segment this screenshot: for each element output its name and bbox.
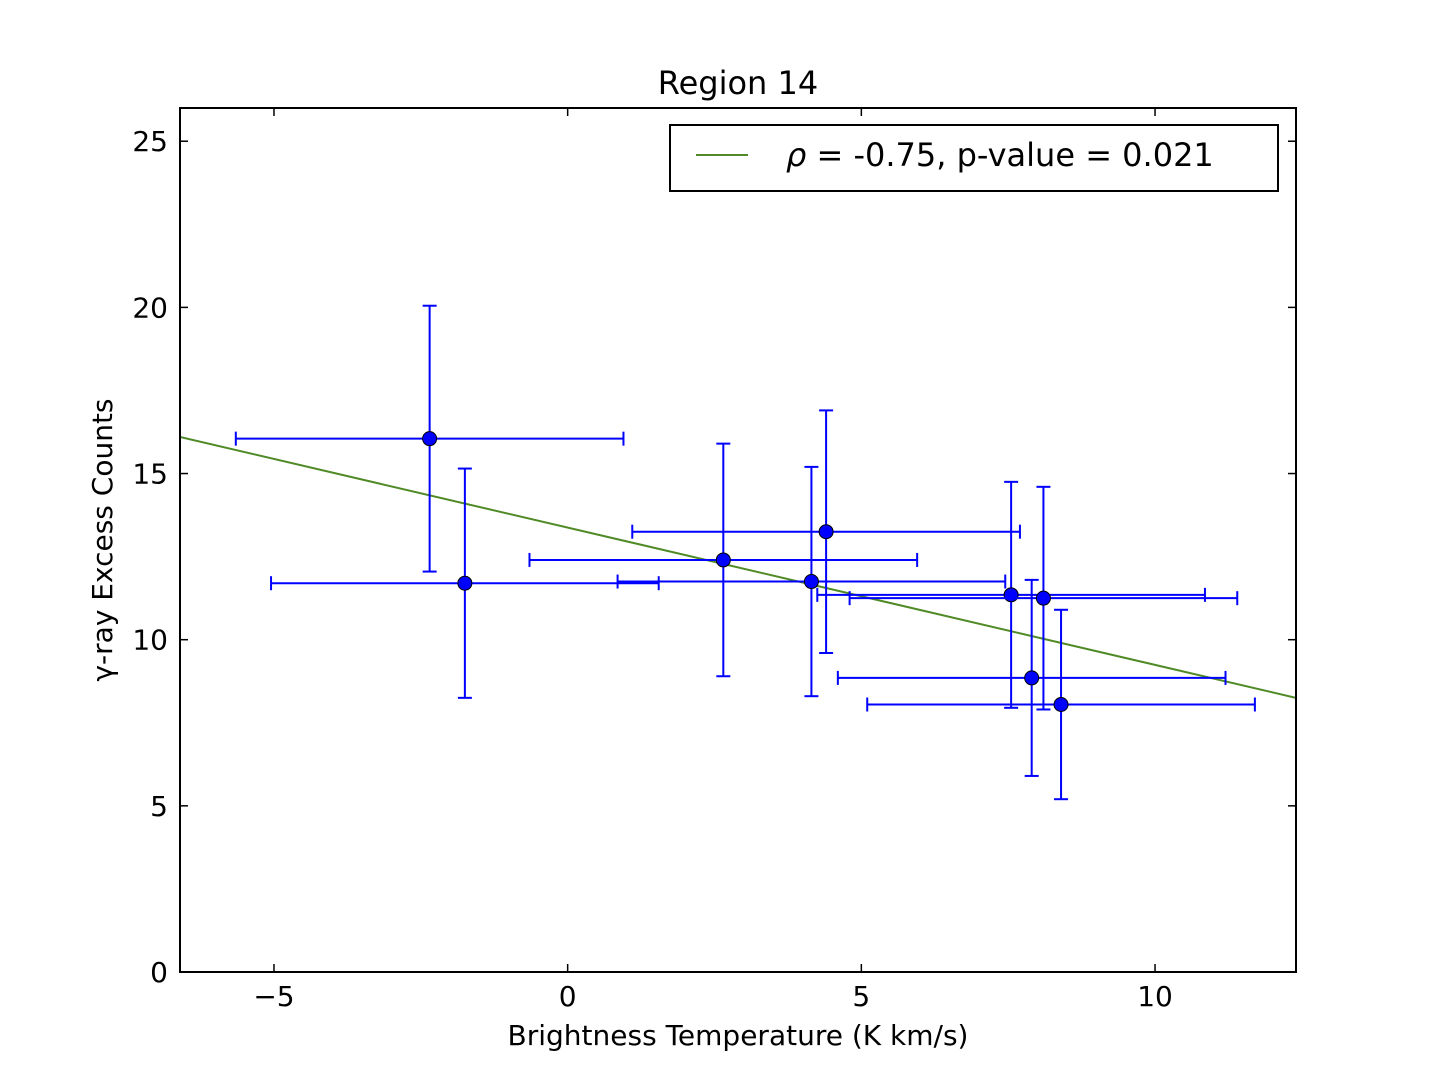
- y-tick-label: 10: [132, 624, 168, 657]
- x-tick-label: −5: [253, 980, 294, 1013]
- x-tick-label: 5: [852, 980, 870, 1013]
- legend-label: ρ = -0.75, p-value = 0.021: [786, 136, 1214, 174]
- data-point: [716, 553, 730, 567]
- y-tick-label: 25: [132, 125, 168, 158]
- data-point: [1025, 671, 1039, 685]
- data-point-group: [529, 444, 917, 677]
- legend: ρ = -0.75, p-value = 0.021: [670, 125, 1278, 191]
- fit-line: [180, 437, 1296, 698]
- data-point: [1054, 697, 1068, 711]
- data-point-group: [632, 410, 1020, 653]
- x-tick-label: 10: [1137, 980, 1173, 1013]
- data-point-group: [271, 469, 659, 698]
- y-tick-label: 20: [132, 291, 168, 324]
- chart-title: Region 14: [658, 64, 818, 102]
- plot-frame: [180, 108, 1296, 972]
- data-point: [1036, 591, 1050, 605]
- y-axis-label: γ-ray Excess Counts: [86, 398, 119, 681]
- plot-area: [180, 306, 1296, 799]
- data-point: [804, 575, 818, 589]
- data-point: [819, 525, 833, 539]
- data-point: [1004, 588, 1018, 602]
- data-point-group: [838, 580, 1226, 776]
- data-point-group: [618, 467, 1006, 696]
- legend-label-text: = -0.75, p-value = 0.021: [806, 136, 1213, 174]
- x-tick-label: 0: [559, 980, 577, 1013]
- x-axis-label: Brightness Temperature (K km/s): [508, 1019, 969, 1052]
- legend-rho-symbol: ρ: [786, 136, 806, 174]
- data-point: [423, 432, 437, 446]
- data-point-group: [850, 487, 1238, 710]
- y-tick-label: 0: [150, 956, 168, 989]
- y-tick-label: 15: [132, 458, 168, 491]
- data-point-group: [867, 610, 1255, 799]
- data-point: [458, 576, 472, 590]
- data-point-group: [236, 306, 624, 572]
- data-point-group: [817, 482, 1205, 708]
- y-tick-label: 5: [150, 790, 168, 823]
